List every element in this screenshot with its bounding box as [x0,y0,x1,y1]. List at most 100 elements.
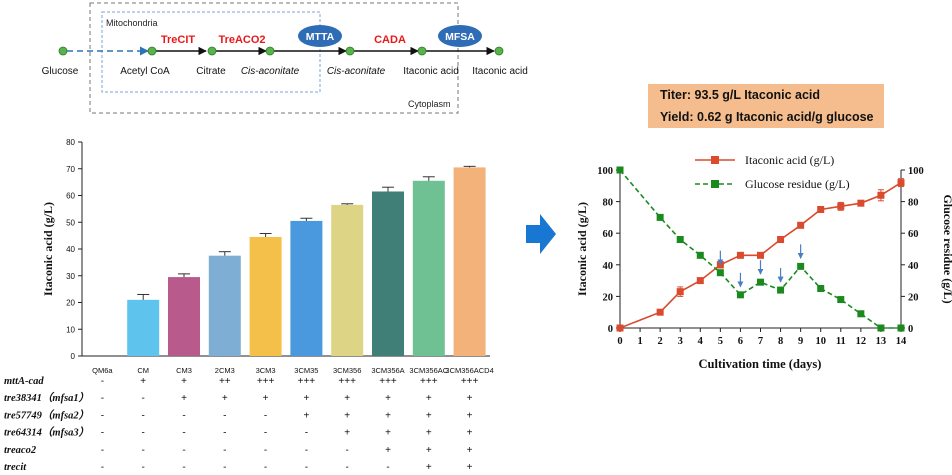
series-point-1 [877,324,885,332]
genotype-mark: - [346,462,349,473]
genotype-mark: - [182,428,185,439]
series-point-1 [777,286,785,294]
pathway-panel: Mitochondria Cytoplasm TreCIT TreACO2 MT… [42,2,528,114]
bar-2CM3 [208,255,241,356]
bar-category-label: QM6a [92,366,113,375]
bar-y-tick-label: 0 [71,352,76,361]
node-acetyl-coa [147,46,157,56]
cytoplasm-box [89,2,459,114]
node-itaconic-cyto [417,46,427,56]
genotype-mark: + [385,393,391,404]
bar-category-label: CM3 [176,366,192,375]
node-itaconic-out [494,46,504,56]
genotype-row-label: tre57749（mfsa2） [4,408,89,421]
genotype-mark: + [181,393,187,404]
bar-3CM35 [290,220,323,356]
label-cis-aconitate-mito: Cis-aconitate [241,66,300,77]
bar-3CM356 [331,204,364,356]
line-x-tick-label: 1 [637,336,642,347]
genotype-mark: - [223,462,226,473]
genotype-mark: + [222,393,228,404]
node-glucose [58,46,68,56]
bar-y-tick-label: 50 [66,218,75,227]
genotype-mark: - [223,445,226,456]
line-x-tick-label: 14 [896,336,907,347]
bar-y-tick-label: 60 [66,192,75,201]
genotype-mark: + [467,445,473,456]
bar-CM [127,299,160,356]
bar-y-label: Itaconic acid (g/L) [41,202,55,296]
genotype-mark: - [101,462,104,473]
genotype-mark: - [142,428,145,439]
line-x-tick-label: 10 [815,336,826,347]
series-point-0 [736,251,744,259]
series-point-0 [837,202,845,210]
line-x-tick-label: 12 [856,336,867,347]
legend-glucose-marker [711,180,719,188]
genotype-mark: + [303,410,309,421]
bar-category-label: 3CM356AC [409,366,448,375]
genotype-mark: + [344,410,350,421]
series-point-1 [696,251,704,259]
genotype-mark: + [344,428,350,439]
genotype-mark: - [182,462,185,473]
bar-category-label: CM [137,366,149,375]
label-acetyl-coa: Acetyl CoA [120,66,170,77]
genotype-mark: - [305,462,308,473]
line-x-tick-label: 0 [617,336,622,347]
bar-category-label: 3CM356 [333,366,361,375]
series-point-1 [797,262,805,270]
genotype-mark: + [426,393,432,404]
genotype-mark: + [385,410,391,421]
line-x-tick-label: 4 [698,336,704,347]
series-point-1 [837,296,845,304]
genotype-mark: +++ [338,376,356,387]
legend-itaconic-label: Itaconic acid (g/L) [745,153,834,167]
series-point-1 [736,291,744,299]
genotype-mark: - [101,428,104,439]
series-point-0 [616,324,624,332]
mitochondria-label: Mitochondria [106,18,158,28]
series-point-1 [676,236,684,244]
series-point-0 [757,251,764,259]
genotype-mark: +++ [379,376,397,387]
label-glucose: Glucose [42,66,79,77]
bar-y-tick-label: 20 [66,299,75,308]
genotype-mark: + [467,393,473,404]
genotype-mark: - [223,428,226,439]
line-y2-tick-label: 80 [908,198,919,209]
series-point-1 [716,269,724,277]
genotype-mark: - [305,428,308,439]
series-point-0 [656,308,664,316]
genotype-mark: - [305,445,308,456]
enzyme-cada: CADA [374,34,406,46]
bar-y-tick-label: 70 [66,165,75,174]
genotype-mark: +++ [257,376,275,387]
line-y-tick-label: 0 [608,324,613,335]
genotype-mark: + [467,462,473,473]
genotype-mark: + [385,428,391,439]
bar-3CM356ACD4 [453,167,486,356]
transition-arrow [526,214,556,254]
node-cis-aconitate-mito [265,46,275,56]
genotype-mark: - [142,445,145,456]
bar-chart: Itaconic acid (g/L) 0 10 20 30 40 50 60 70 80 QM6… [4,138,494,473]
enzyme-treaco2: TreACO2 [218,34,265,46]
series-point-1 [656,213,664,221]
series-point-1 [857,310,865,318]
line-x-tick-label: 13 [876,336,887,347]
line-y2-tick-label: 20 [908,292,919,303]
transporter-mfsa-oval [438,25,482,47]
genotype-mark: - [223,410,226,421]
bar-category-label: 3CM35 [294,366,318,375]
series-point-1 [757,278,764,286]
series-point-0 [817,206,825,213]
enzyme-trecit: TreCIT [161,34,196,46]
series-point-1 [817,285,825,292]
line-y-tick-label: 100 [597,166,613,177]
genotype-mark: - [142,462,145,473]
genotype-mark: + [467,410,473,421]
series-point-0 [857,199,865,207]
bar-category-label: 3CM356ACD4 [445,366,493,375]
